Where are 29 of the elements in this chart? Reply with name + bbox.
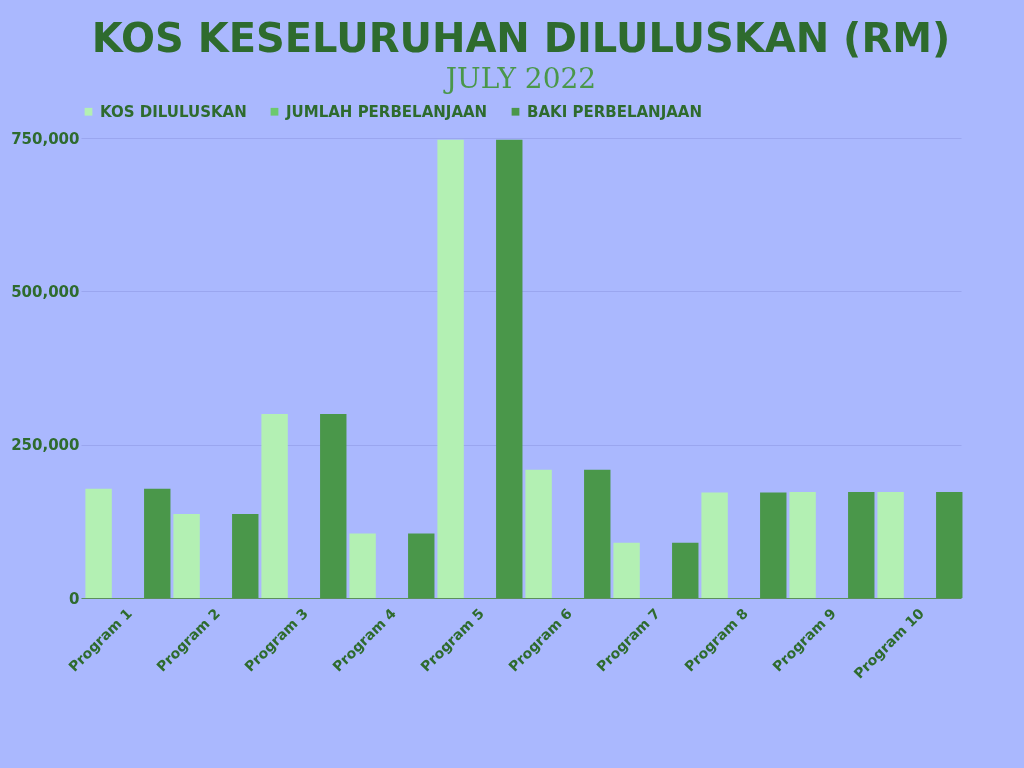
bar — [144, 488, 171, 598]
legend-label: KOS DILULUSKAN — [100, 102, 247, 121]
bar — [232, 513, 259, 598]
bar — [672, 542, 699, 598]
bar — [437, 139, 464, 598]
bar — [496, 139, 523, 598]
bar — [525, 469, 552, 598]
bar — [877, 491, 904, 598]
bar — [261, 414, 288, 598]
bar — [584, 469, 611, 598]
bar — [349, 533, 376, 598]
bar — [613, 542, 640, 598]
bar — [85, 488, 112, 598]
bar — [408, 533, 435, 598]
bar — [760, 492, 787, 598]
legend-label: JUMLAH PERBELANJAAN — [285, 102, 488, 121]
bar — [173, 513, 200, 598]
y-tick-label: 500,000 — [11, 282, 80, 301]
bar — [789, 491, 816, 598]
bar — [320, 414, 347, 598]
y-tick-label: 750,000 — [11, 129, 80, 148]
y-tick-label: 0 — [69, 589, 80, 608]
bar — [936, 491, 963, 598]
bar — [848, 491, 875, 598]
chart-subtitle: JULY 2022 — [442, 62, 597, 95]
chart-title: KOS KESELURUHAN DILULUSKAN (RM) — [91, 15, 951, 61]
y-tick-label: 250,000 — [11, 436, 80, 455]
bar — [701, 492, 728, 598]
legend-label: BAKI PERBELANJAAN — [527, 102, 703, 121]
